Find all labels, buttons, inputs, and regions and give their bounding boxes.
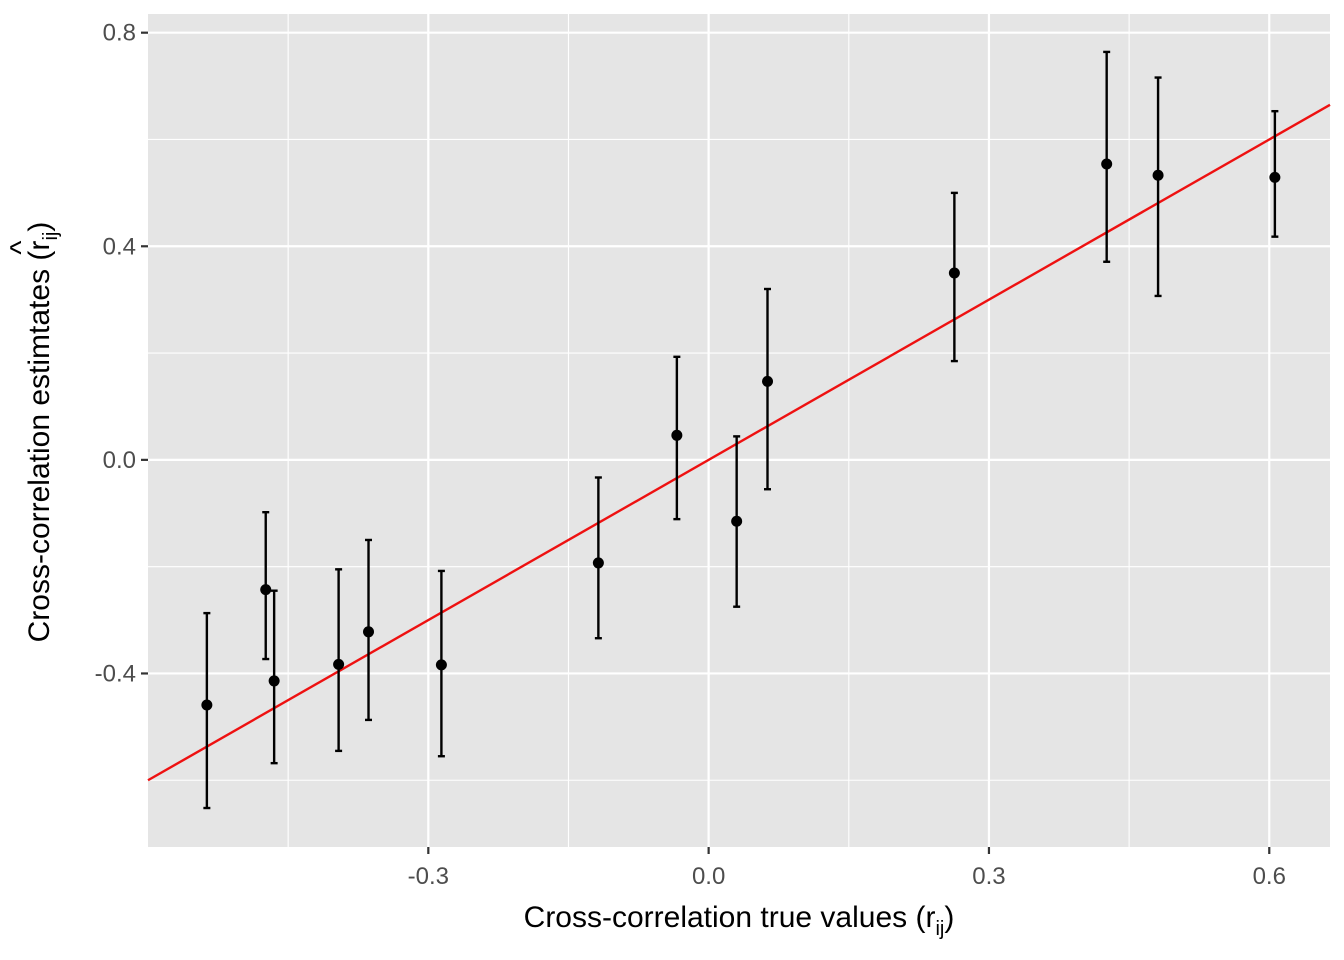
x-tick-label: 0.6	[1253, 863, 1286, 890]
reference-line	[147, 103, 1331, 782]
data-point	[333, 658, 345, 670]
minor-gridlines	[148, 14, 1330, 847]
data-point	[1101, 158, 1113, 170]
major-gridlines	[148, 14, 1330, 847]
y-axis-title-hat-mark: ^	[5, 241, 38, 255]
data-point	[260, 584, 272, 596]
data-point	[731, 515, 743, 527]
data-point	[201, 699, 213, 711]
y-tick-label: 0.0	[103, 447, 136, 474]
data-point	[761, 375, 773, 387]
y-axis-title-text: Cross-correlation estimtates (	[23, 251, 56, 643]
x-axis: -0.3 0.0 0.3 0.6	[408, 847, 1286, 890]
x-axis-title-suffix: )	[944, 901, 954, 934]
y-axis-title: Cross-correlation estimtates (r^ij)	[5, 222, 62, 643]
data-point	[671, 429, 683, 441]
x-tick-label: 0.0	[692, 863, 725, 890]
x-axis-title: Cross-correlation true values (rij)	[524, 901, 955, 940]
x-tick-label: -0.3	[408, 863, 449, 890]
y-axis-title-hat-r: r	[23, 241, 56, 251]
plot-panel	[148, 14, 1330, 847]
data-point	[1269, 171, 1281, 183]
x-tick-label: 0.3	[972, 863, 1005, 890]
y-axis: -0.4 0.0 0.4 0.8	[95, 20, 148, 687]
error-bars	[203, 50, 1279, 810]
y-axis-title-subscript: ij	[40, 232, 62, 241]
data-points	[201, 158, 1281, 711]
x-axis-title-subscript: ij	[935, 918, 944, 940]
data-point	[363, 626, 375, 638]
data-point	[948, 267, 960, 279]
y-tick-label: 0.8	[103, 20, 136, 47]
y-tick-label: 0.4	[103, 233, 136, 260]
data-point	[435, 659, 447, 671]
reference-line-layer	[147, 103, 1331, 782]
data-point	[1152, 169, 1164, 181]
y-axis-title-suffix: )	[23, 222, 56, 232]
x-axis-title-text: Cross-correlation true values (r	[524, 901, 936, 934]
data-point	[268, 675, 280, 687]
data-point	[592, 557, 604, 569]
y-tick-label: -0.4	[95, 660, 136, 687]
